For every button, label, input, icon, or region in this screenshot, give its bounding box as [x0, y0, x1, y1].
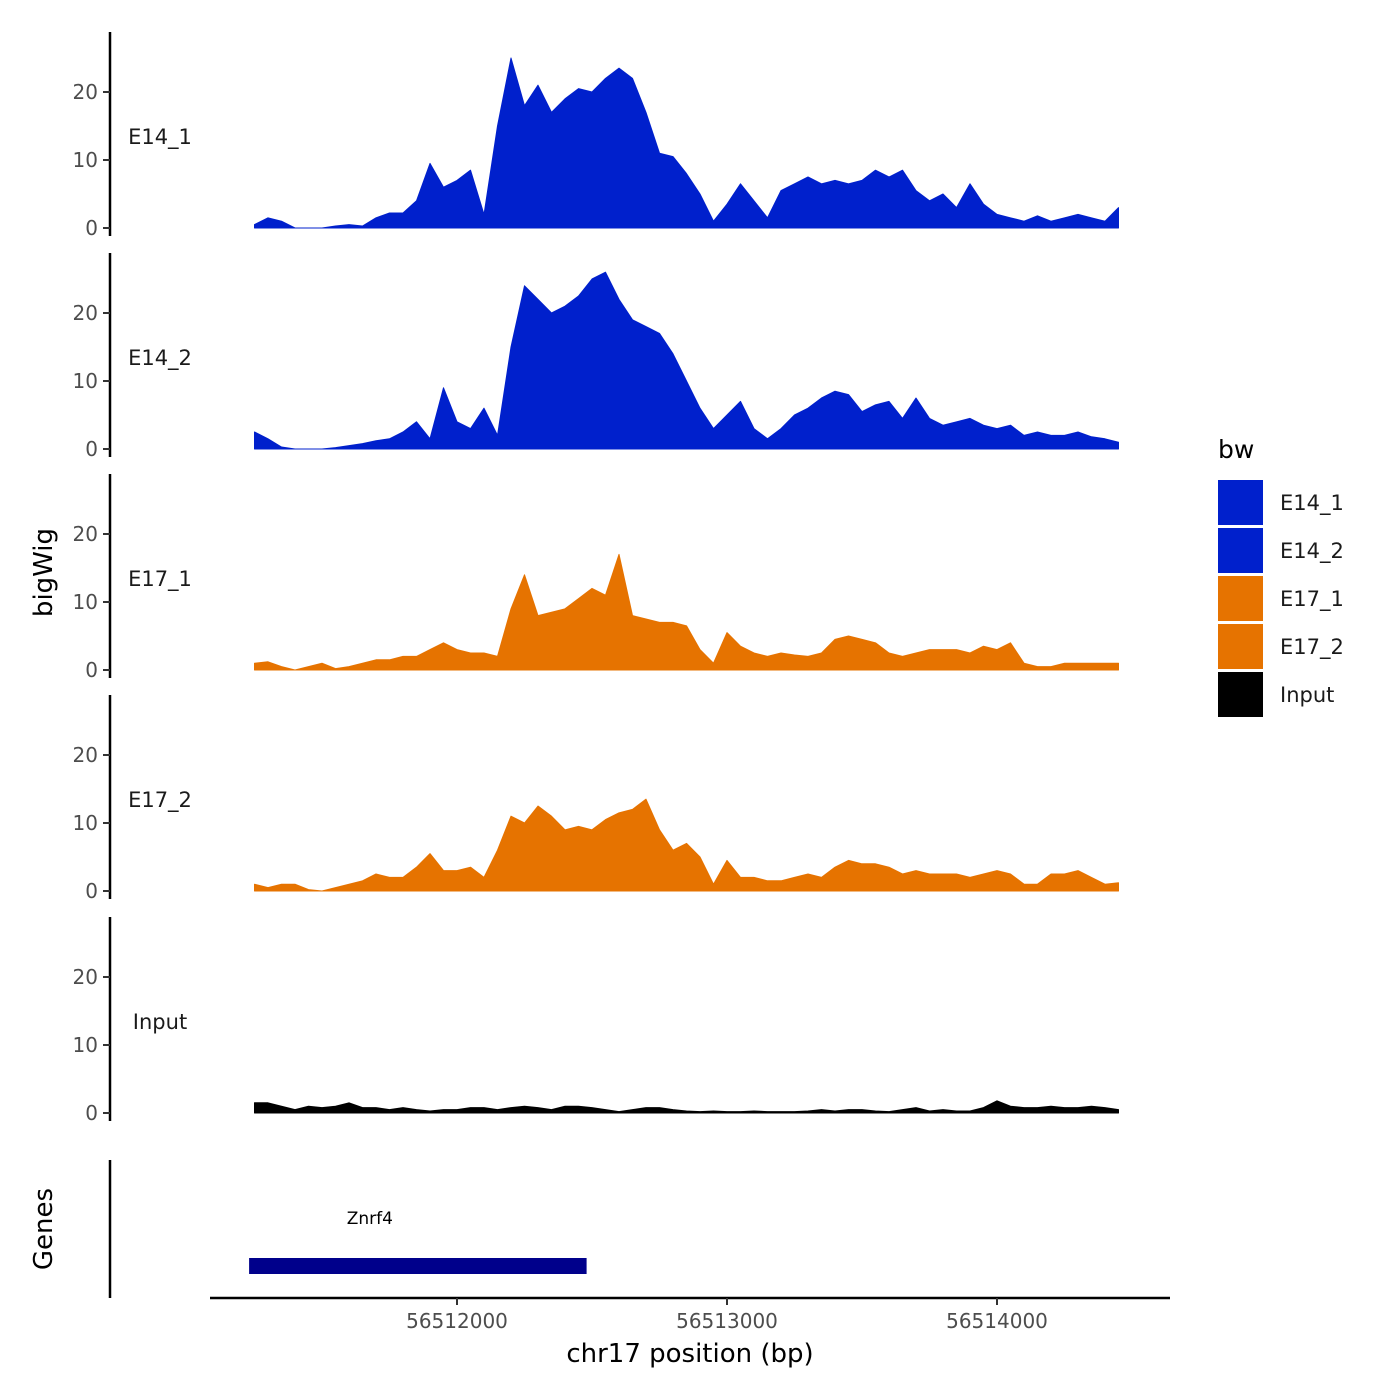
- track-label-e17-1: E17_1: [128, 567, 192, 592]
- y-tick-label-e17-2-0: 0: [85, 879, 98, 903]
- legend-label-e14-1: E14_1: [1280, 491, 1344, 516]
- track-label-e14-1: E14_1: [128, 125, 192, 150]
- legend-swatch-e17-2: [1218, 624, 1263, 669]
- y-tick-label-e17-1-0: 0: [85, 658, 98, 682]
- legend-label-e17-1: E17_1: [1280, 587, 1344, 612]
- y-tick-label-input-10: 10: [73, 1033, 98, 1057]
- legend-label-e14-2: E14_2: [1280, 539, 1344, 564]
- x-tick-label-56514000: 56514000: [946, 1309, 1048, 1333]
- legend-title: bw: [1218, 435, 1254, 464]
- gene-body-znrf4: [249, 1258, 587, 1274]
- legend-swatch-e14-1: [1218, 480, 1263, 525]
- y-tick-label-e17-1-10: 10: [73, 590, 98, 614]
- legend-swatch-e17-1: [1218, 576, 1263, 621]
- y-tick-label-e14-2-10: 10: [73, 369, 98, 393]
- x-tick-label-56512000: 56512000: [406, 1309, 508, 1333]
- area-series-e14-1: [254, 57, 1119, 229]
- y-tick-label-e17-1-20: 20: [73, 522, 98, 546]
- x-tick-label-56513000: 56513000: [676, 1309, 778, 1333]
- y-tick-label-e14-2-0: 0: [85, 437, 98, 461]
- y-tick-label-e17-2-20: 20: [73, 743, 98, 767]
- track-label-e17-2: E17_2: [128, 788, 192, 813]
- y-tick-label-e14-2-20: 20: [73, 301, 98, 325]
- area-series-e14-2: [254, 271, 1119, 450]
- area-series-e17-2: [254, 798, 1119, 892]
- y-tick-label-e14-1-10: 10: [73, 148, 98, 172]
- x-axis-title: chr17 position (bp): [566, 1339, 813, 1369]
- y-tick-label-e17-2-10: 10: [73, 811, 98, 835]
- legend-swatch-e14-2: [1218, 528, 1263, 573]
- track-label-input: Input: [133, 1010, 187, 1034]
- legend-label-input: Input: [1280, 683, 1334, 707]
- y-tick-label-input-0: 0: [85, 1101, 98, 1125]
- legend-swatch-input: [1218, 672, 1263, 717]
- legend-label-e17-2: E17_2: [1280, 635, 1344, 660]
- y-tick-label-e14-1-0: 0: [85, 216, 98, 240]
- y-tick-label-input-20: 20: [73, 965, 98, 989]
- genes-axis-title: Genes: [29, 1188, 59, 1270]
- track-label-e14-2: E14_2: [128, 346, 192, 371]
- y-tick-label-e14-1-20: 20: [73, 80, 98, 104]
- y-axis-title: bigWig: [29, 528, 59, 617]
- gene-label-znrf4: Znrf4: [347, 1209, 393, 1229]
- area-series-input: [254, 1100, 1119, 1114]
- area-series-e17-1: [254, 553, 1119, 671]
